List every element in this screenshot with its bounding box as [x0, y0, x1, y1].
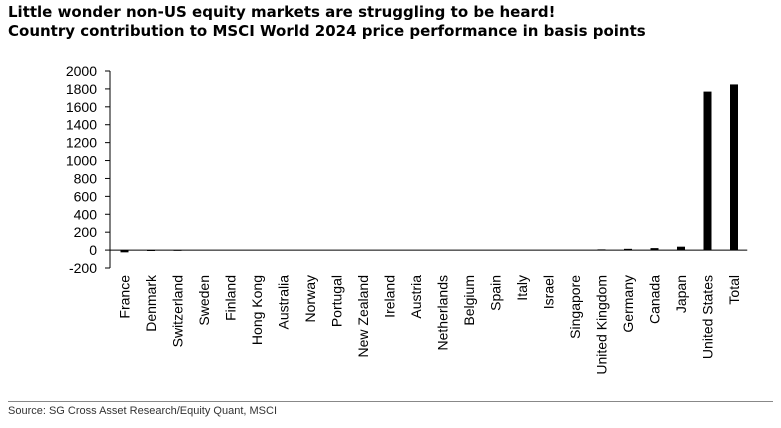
- chart-title: Little wonder non-US equity markets are …: [8, 3, 556, 21]
- bar-germany: [624, 248, 632, 251]
- x-category-label: United States: [700, 275, 716, 359]
- x-category-label: Switzerland: [170, 275, 186, 347]
- source-note: Source: SG Cross Asset Research/Equity Q…: [8, 405, 277, 417]
- chart-title-block: Little wonder non-US equity markets are …: [8, 3, 646, 41]
- x-category-label: Italy: [514, 275, 530, 301]
- x-category-label: Sweden: [196, 275, 212, 326]
- x-category-label: Portugal: [329, 275, 345, 327]
- y-tick-label: 2000: [66, 63, 97, 79]
- x-category-label: Israel: [541, 275, 557, 309]
- x-category-label: Hong Kong: [249, 275, 265, 345]
- x-category-label: Finland: [223, 275, 239, 321]
- bar-denmark: [147, 250, 155, 251]
- bar-united-states: [703, 91, 712, 251]
- y-tick-label: 1600: [66, 99, 97, 115]
- bar-switzerland: [173, 250, 182, 251]
- x-category-label: Austria: [408, 275, 424, 319]
- x-category-label: Netherlands: [435, 275, 451, 351]
- source-divider: [8, 401, 773, 402]
- x-category-label: Germany: [620, 275, 636, 333]
- bar-total: [730, 84, 738, 251]
- x-category-label: Total: [726, 275, 742, 305]
- y-tick-label: 800: [74, 170, 98, 186]
- y-tick-label: -200: [69, 260, 97, 276]
- x-category-label: Norway: [302, 275, 318, 322]
- x-category-label: New Zealand: [355, 275, 371, 358]
- y-tick-label: 1400: [66, 117, 97, 133]
- bar-canada: [650, 248, 659, 251]
- x-category-label: France: [117, 275, 133, 319]
- y-tick-label: 400: [74, 206, 98, 222]
- x-category-label: Canada: [647, 275, 663, 324]
- bar-united-kingdom: [597, 249, 606, 251]
- x-category-label: Ireland: [382, 275, 398, 318]
- chart-subtitle: Country contribution to MSCI World 2024 …: [8, 22, 646, 40]
- x-category-label: Australia: [276, 275, 292, 330]
- y-tick-label: 0: [89, 242, 97, 258]
- y-tick-label: 600: [74, 188, 98, 204]
- x-category-label: Singapore: [567, 275, 583, 339]
- x-category-label: United Kingdom: [594, 275, 610, 375]
- y-tick-label: 1000: [66, 153, 97, 169]
- bar-france: [120, 250, 129, 253]
- x-category-label: Spain: [488, 275, 504, 311]
- y-tick-label: 1800: [66, 81, 97, 97]
- y-tick-label: 200: [74, 224, 98, 240]
- y-tick-label: 1200: [66, 135, 97, 151]
- bar-japan: [677, 246, 685, 251]
- x-category-label: Japan: [673, 275, 689, 313]
- x-category-label: Denmark: [143, 274, 159, 332]
- x-category-label: Belgium: [461, 275, 477, 326]
